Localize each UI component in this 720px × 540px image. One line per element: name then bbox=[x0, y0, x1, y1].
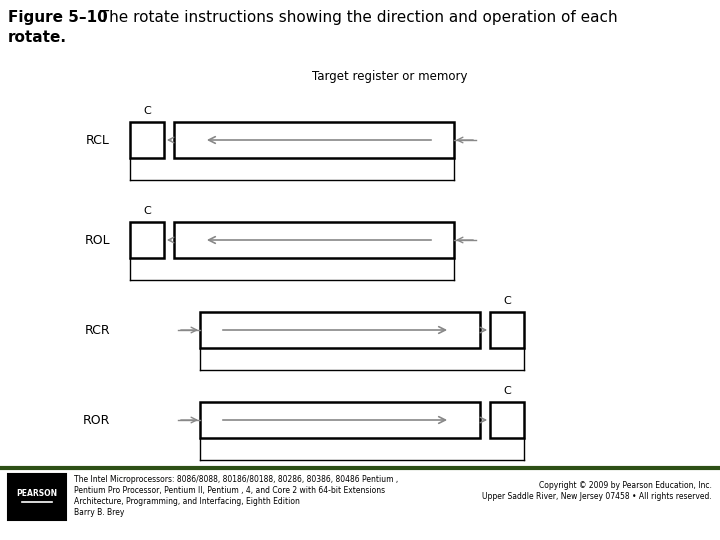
Text: Figure 5–10: Figure 5–10 bbox=[8, 10, 108, 25]
Text: C: C bbox=[143, 206, 151, 216]
Text: rotate.: rotate. bbox=[8, 30, 67, 45]
Text: Architecture, Programming, and Interfacing, Eighth Edition: Architecture, Programming, and Interfaci… bbox=[74, 497, 300, 506]
Text: The rotate instructions showing the direction and operation of each: The rotate instructions showing the dire… bbox=[90, 10, 618, 25]
Text: C: C bbox=[503, 386, 511, 396]
Bar bbox=[8, 474, 66, 520]
Text: PEARSON: PEARSON bbox=[17, 489, 58, 497]
Text: ROR: ROR bbox=[83, 414, 110, 427]
Text: Barry B. Brey: Barry B. Brey bbox=[74, 508, 125, 517]
Text: RCL: RCL bbox=[86, 133, 110, 146]
Text: ROL: ROL bbox=[84, 233, 110, 246]
Bar bbox=[490, 402, 524, 438]
Text: Pentium Pro Processor, Pentium II, Pentium , 4, and Core 2 with 64-bit Extension: Pentium Pro Processor, Pentium II, Penti… bbox=[74, 486, 385, 495]
Text: C: C bbox=[503, 296, 511, 306]
Text: RCR: RCR bbox=[84, 323, 110, 336]
Bar bbox=[130, 222, 164, 258]
Bar bbox=[174, 122, 454, 158]
Bar bbox=[130, 122, 164, 158]
Bar bbox=[200, 402, 480, 438]
Text: Target register or memory: Target register or memory bbox=[312, 70, 468, 83]
Bar bbox=[490, 312, 524, 348]
Text: The Intel Microprocessors: 8086/8088, 80186/80188, 80286, 80386, 80486 Pentium ,: The Intel Microprocessors: 8086/8088, 80… bbox=[74, 475, 398, 484]
Text: Upper Saddle River, New Jersey 07458 • All rights reserved.: Upper Saddle River, New Jersey 07458 • A… bbox=[482, 492, 712, 501]
Bar bbox=[174, 222, 454, 258]
Bar bbox=[200, 312, 480, 348]
Text: C: C bbox=[143, 106, 151, 116]
Text: Copyright © 2009 by Pearson Education, Inc.: Copyright © 2009 by Pearson Education, I… bbox=[539, 481, 712, 490]
